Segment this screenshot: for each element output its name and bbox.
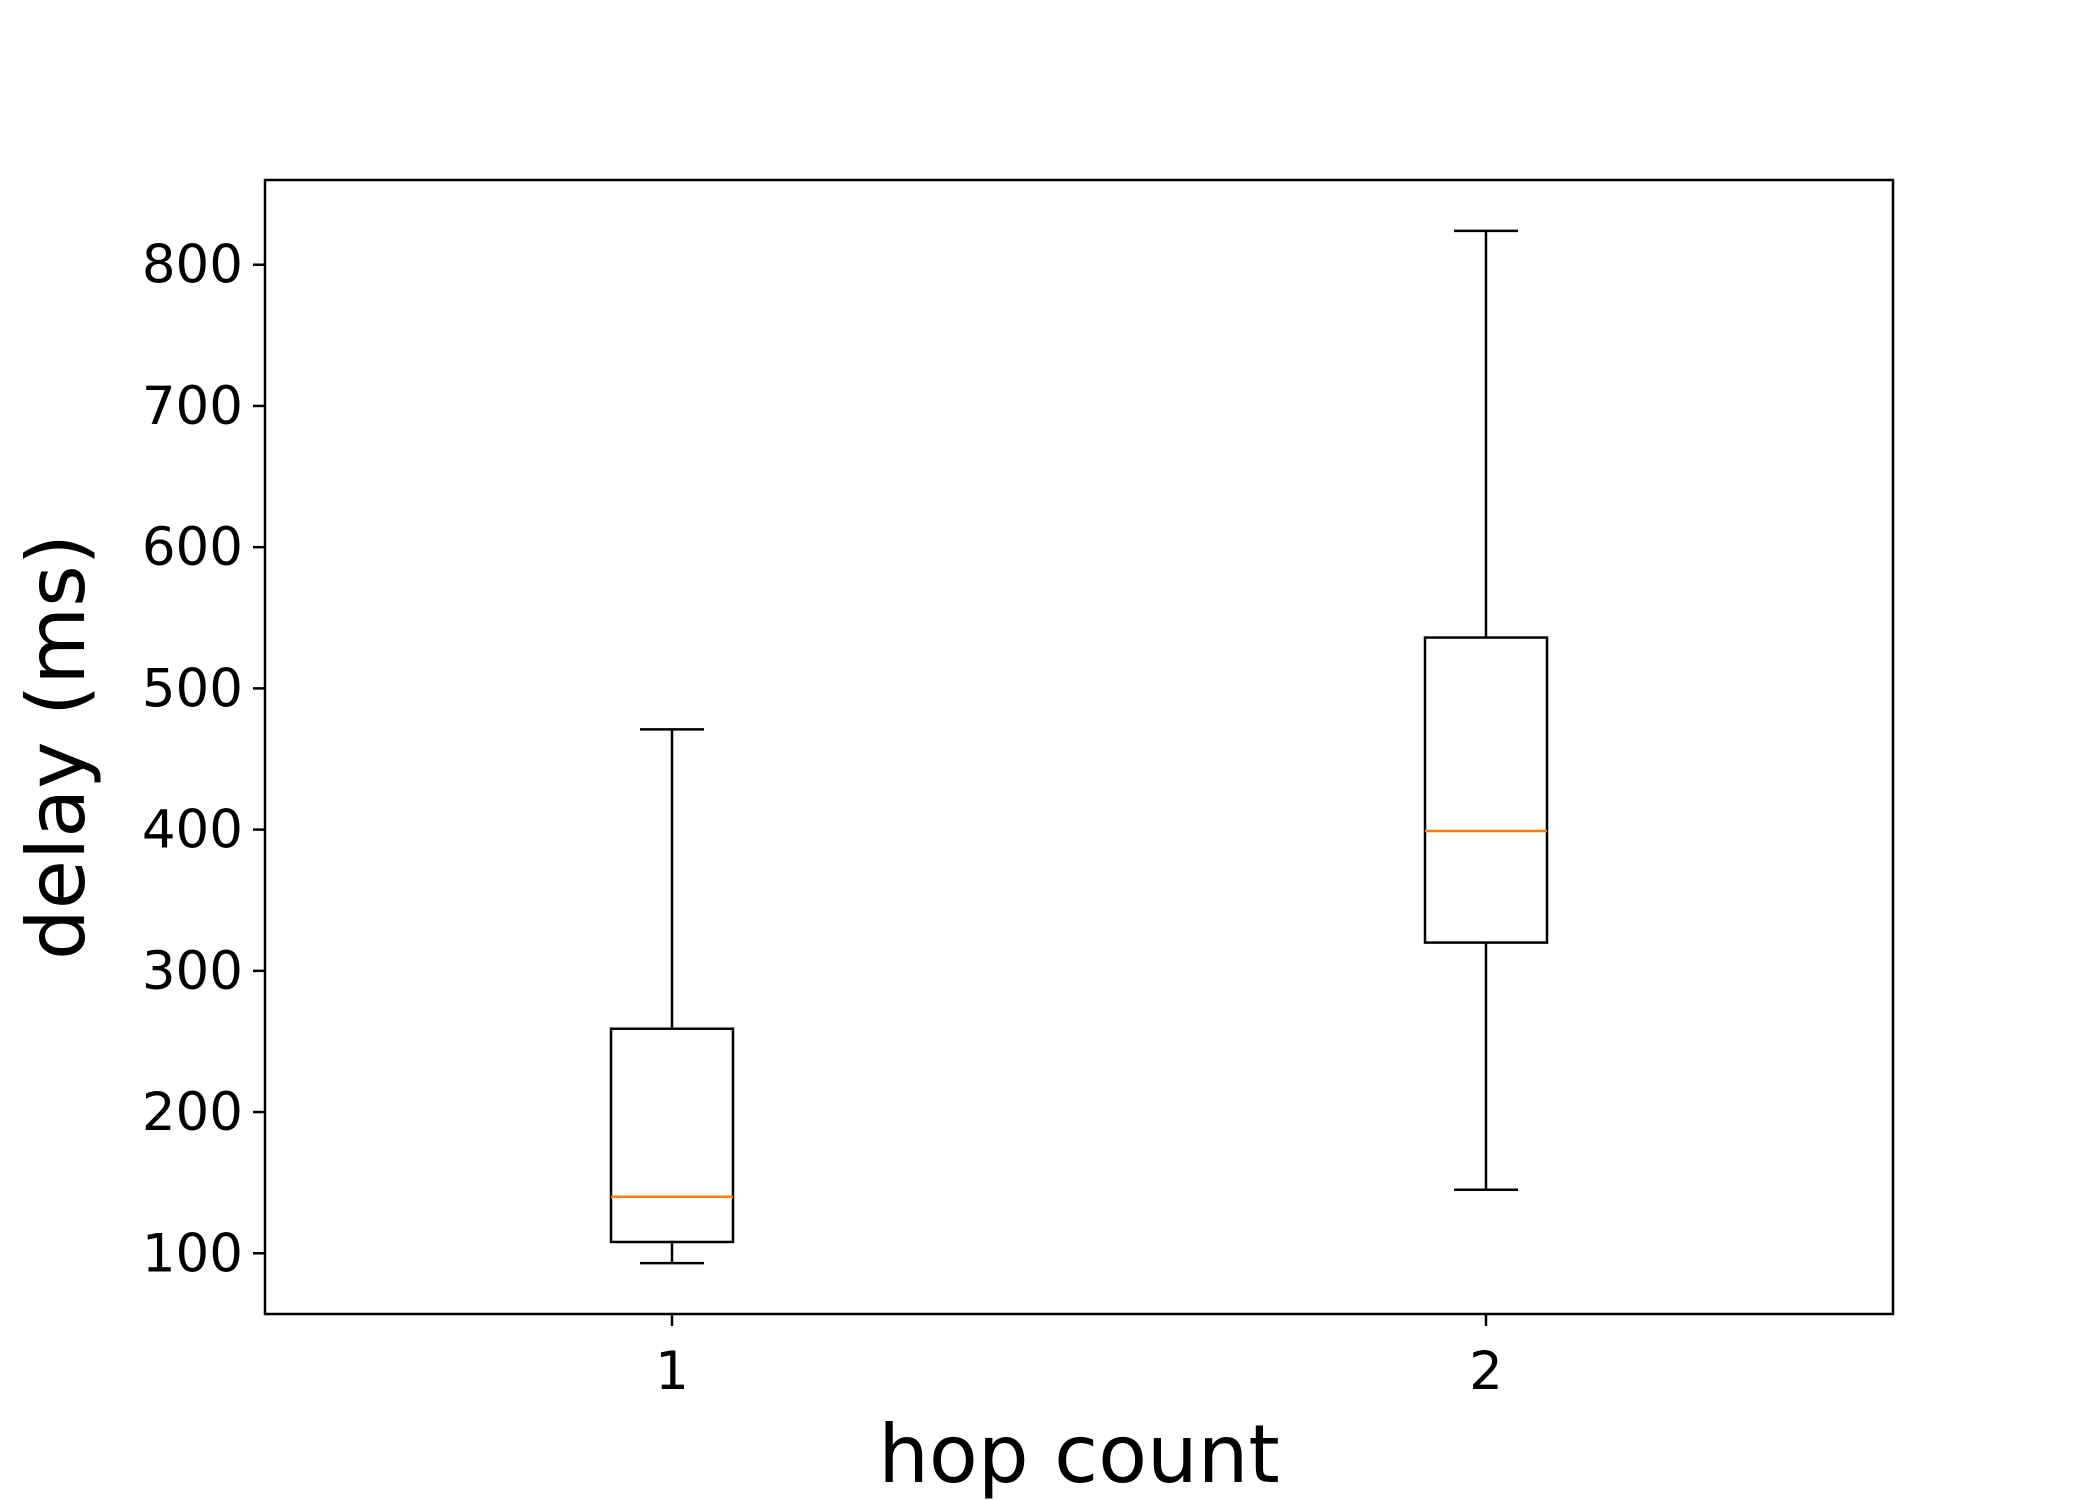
y-axis-title: delay (ms)	[10, 534, 103, 960]
x-tick-label: 2	[1469, 1341, 1503, 1402]
boxes	[609, 229, 1549, 1265]
box-hop-2	[1423, 229, 1549, 1191]
y-axis-ticks: 100 200 300 400 500 600 700 800	[142, 235, 265, 1284]
iqr-box	[1423, 636, 1549, 944]
plot-area-frame	[263, 178, 1895, 1316]
y-tick-label: 400	[142, 800, 243, 861]
y-tick-label: 800	[142, 235, 243, 296]
box-hop-1	[609, 728, 735, 1265]
y-tick-label: 100	[142, 1223, 243, 1284]
y-tick-label: 600	[142, 517, 243, 578]
x-axis-title: hop count	[878, 1408, 1280, 1500]
iqr-box	[609, 1027, 735, 1244]
y-tick-label: 700	[142, 376, 243, 437]
y-tick-label: 500	[142, 658, 243, 719]
y-tick-label: 200	[142, 1082, 243, 1143]
y-tick-label: 300	[142, 941, 243, 1002]
x-tick-label: 1	[655, 1341, 689, 1402]
